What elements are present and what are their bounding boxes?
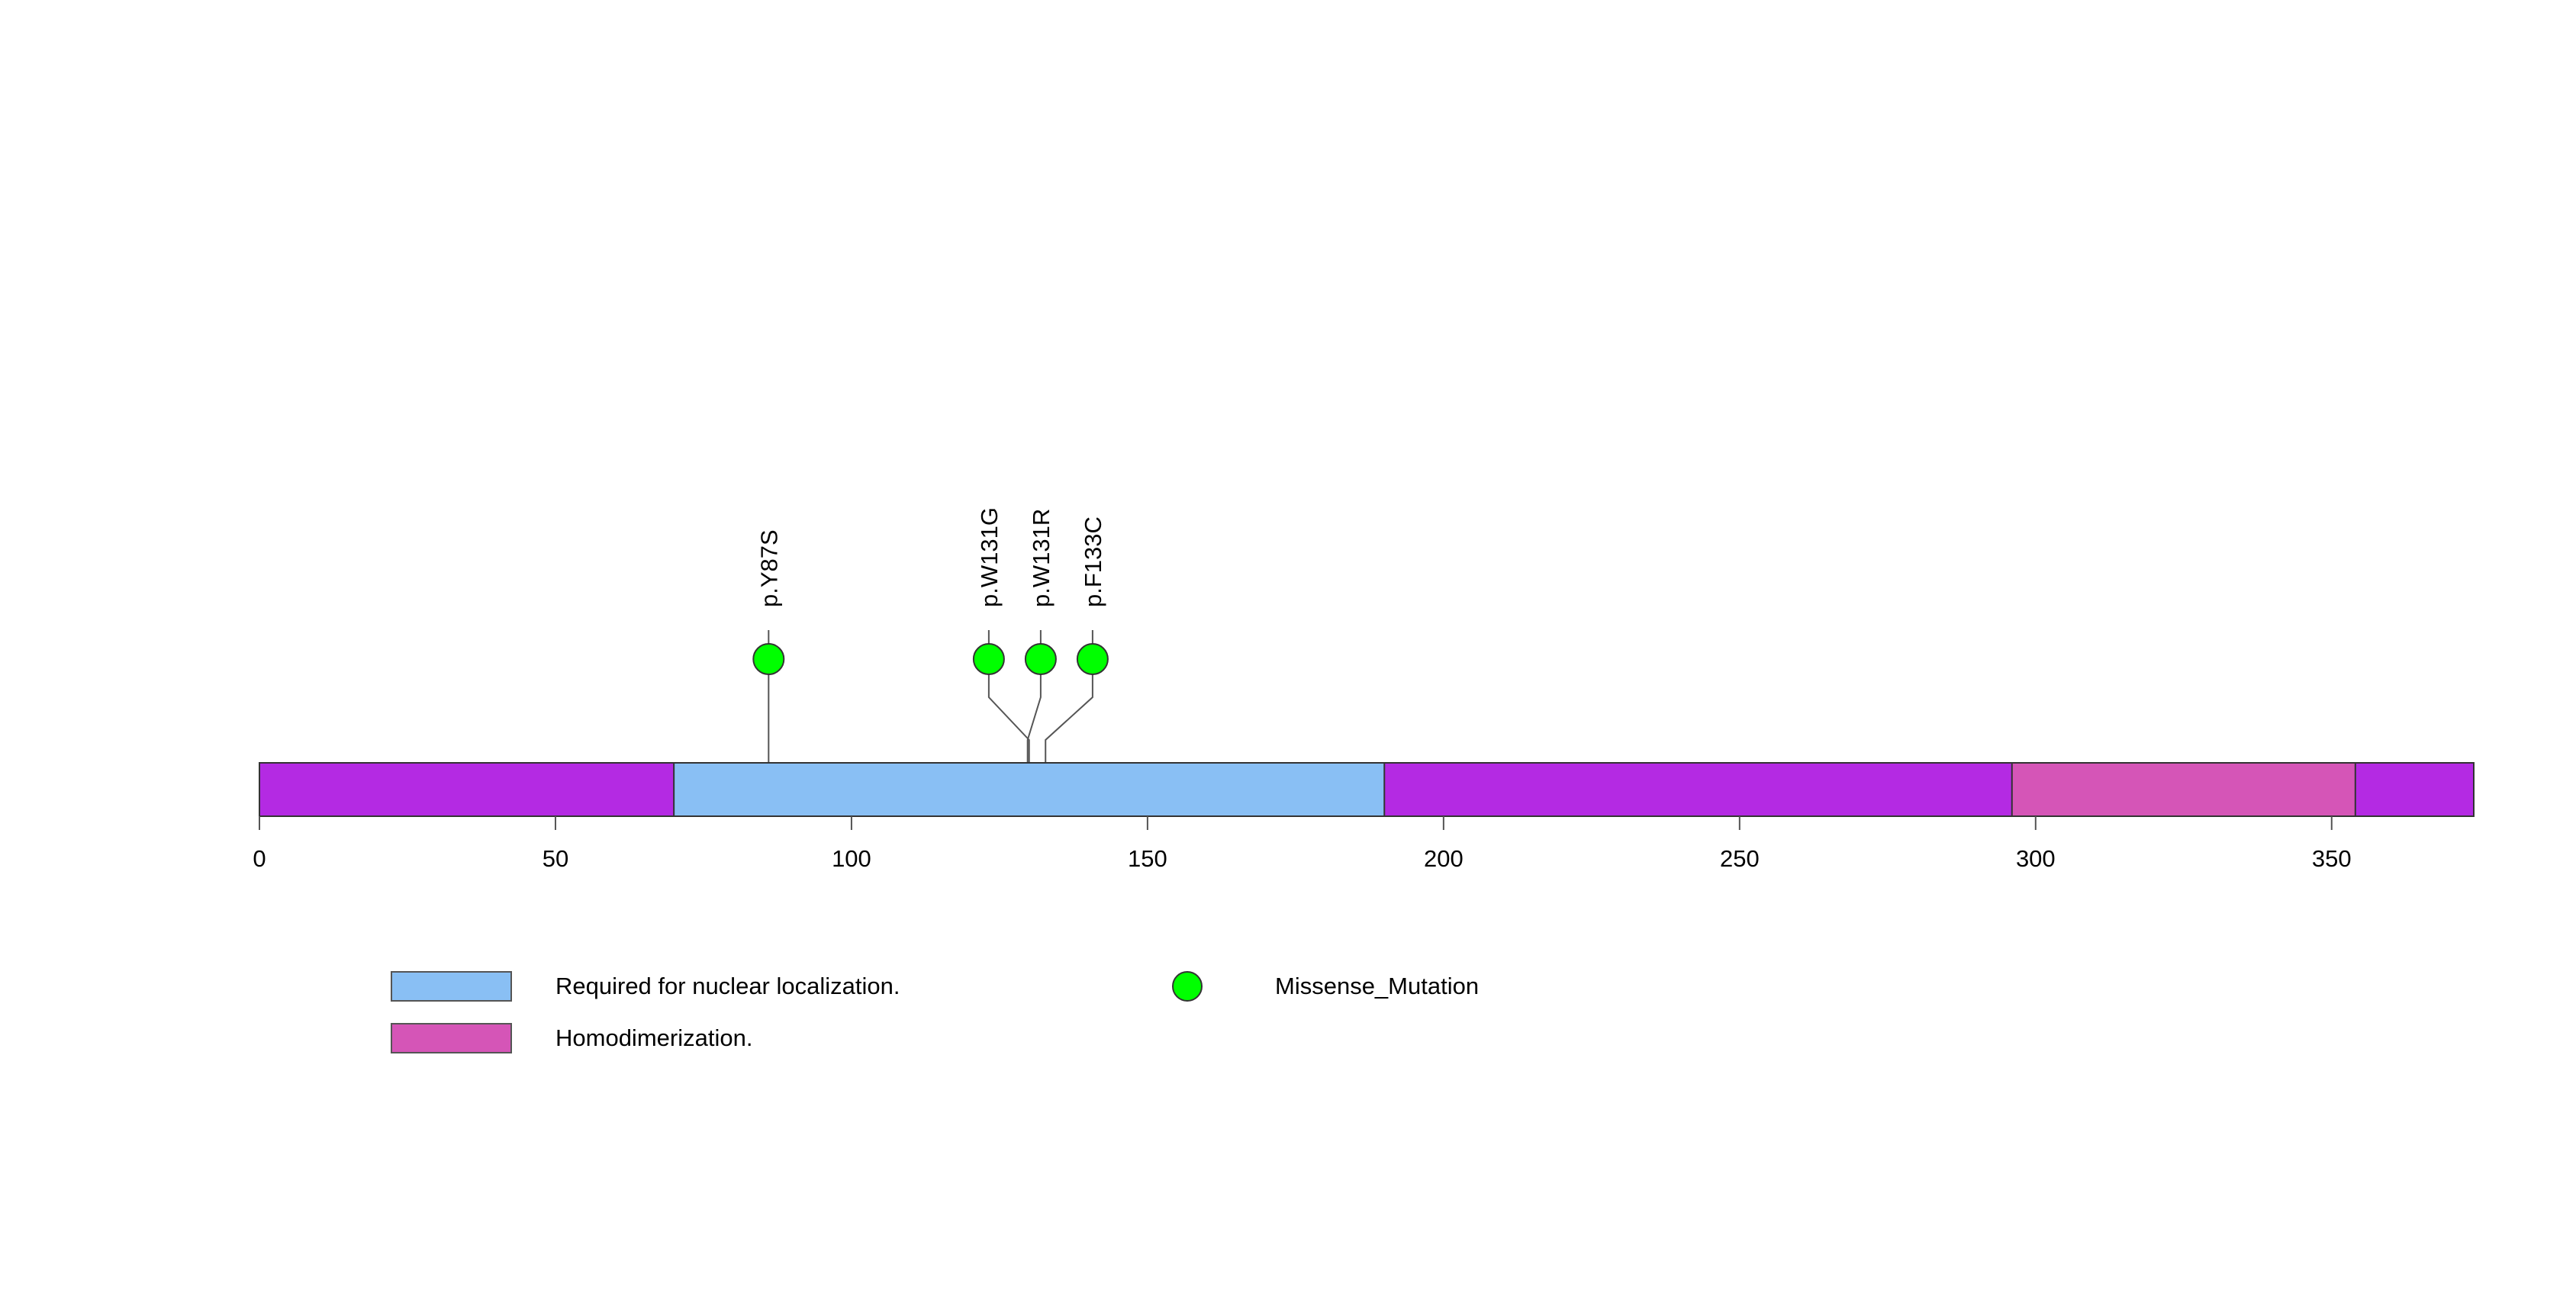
mutation-marker-2	[1024, 643, 1057, 675]
axis-tick-label-0: 0	[253, 845, 266, 872]
axis-tick-label-100: 100	[832, 845, 871, 872]
mutation-markers: p.Y87S p.W131G p.W131R p.F133C	[752, 507, 1109, 675]
mutation-marker-0	[752, 643, 785, 675]
axis-tick-label-250: 250	[1720, 845, 1760, 872]
axis-tick-label-350: 350	[2312, 845, 2352, 872]
domain-0	[673, 762, 1386, 817]
mutation-label-2: p.W131R	[1028, 509, 1055, 607]
domain-1	[2011, 762, 2356, 817]
mutation-label-0: p.Y87S	[755, 529, 782, 607]
axis-tick-label-150: 150	[1128, 845, 1167, 872]
axis-tick-label-300: 300	[2016, 845, 2056, 872]
mutation-label-1: p.W131G	[976, 507, 1003, 607]
axis-tick-label-50: 50	[543, 845, 568, 872]
axis-tick-label-200: 200	[1424, 845, 1463, 872]
mutation-label-3: p.F133C	[1080, 516, 1106, 607]
position-axis: 0 50 100 150 200 250 300 350	[253, 816, 2352, 872]
mutation-marker-3	[1076, 643, 1109, 675]
protein-bar	[259, 762, 2475, 817]
mutation-marker-1	[972, 643, 1005, 675]
